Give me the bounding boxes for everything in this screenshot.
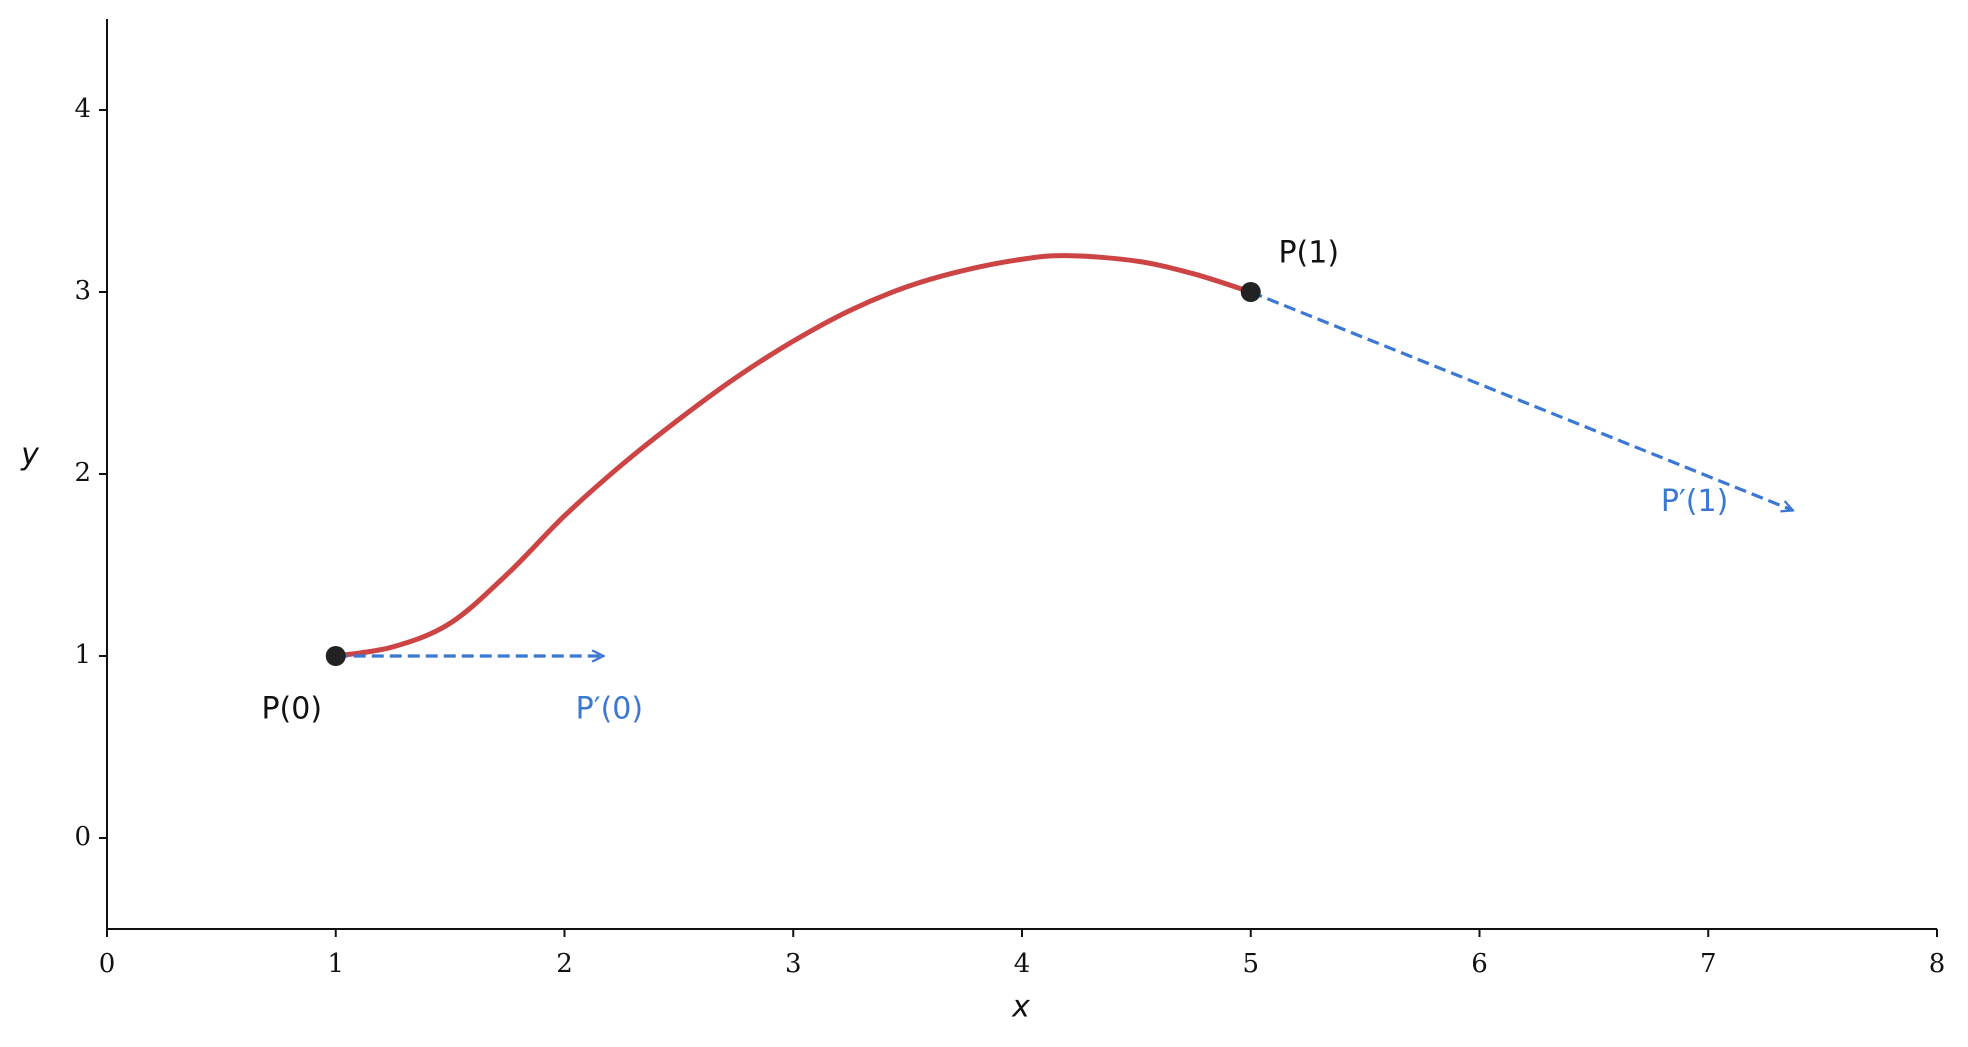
y-tick-label: 3	[74, 276, 91, 306]
x-tick-label: 0	[99, 949, 116, 979]
x-tick-label: 8	[1929, 949, 1946, 979]
x-tick-label: 5	[1242, 949, 1259, 979]
y-tick-label: 1	[74, 640, 91, 670]
x-tick-label: 7	[1700, 949, 1717, 979]
x-tick-label: 4	[1014, 949, 1031, 979]
x-axis-label: x	[1011, 990, 1030, 1025]
y-tick-label: 4	[74, 94, 91, 124]
x-tick-label: 6	[1471, 949, 1488, 979]
control-point	[325, 646, 346, 666]
x-tick-label: 2	[556, 949, 573, 979]
point-label: P(0)	[261, 692, 322, 727]
control-point	[1240, 282, 1261, 302]
x-tick-label: 3	[785, 949, 802, 979]
y-tick-label: 2	[74, 458, 91, 488]
x-tick-label: 1	[327, 949, 344, 979]
y-tick-label: 0	[74, 822, 91, 852]
curve	[333, 253, 1254, 659]
y-axis-label: y	[20, 438, 40, 473]
tangent-label: P′(0)	[576, 692, 643, 727]
tangent-label: P′(1)	[1661, 484, 1728, 519]
tangent-arrow	[1250, 290, 1793, 510]
point-label: P(1)	[1278, 236, 1339, 271]
